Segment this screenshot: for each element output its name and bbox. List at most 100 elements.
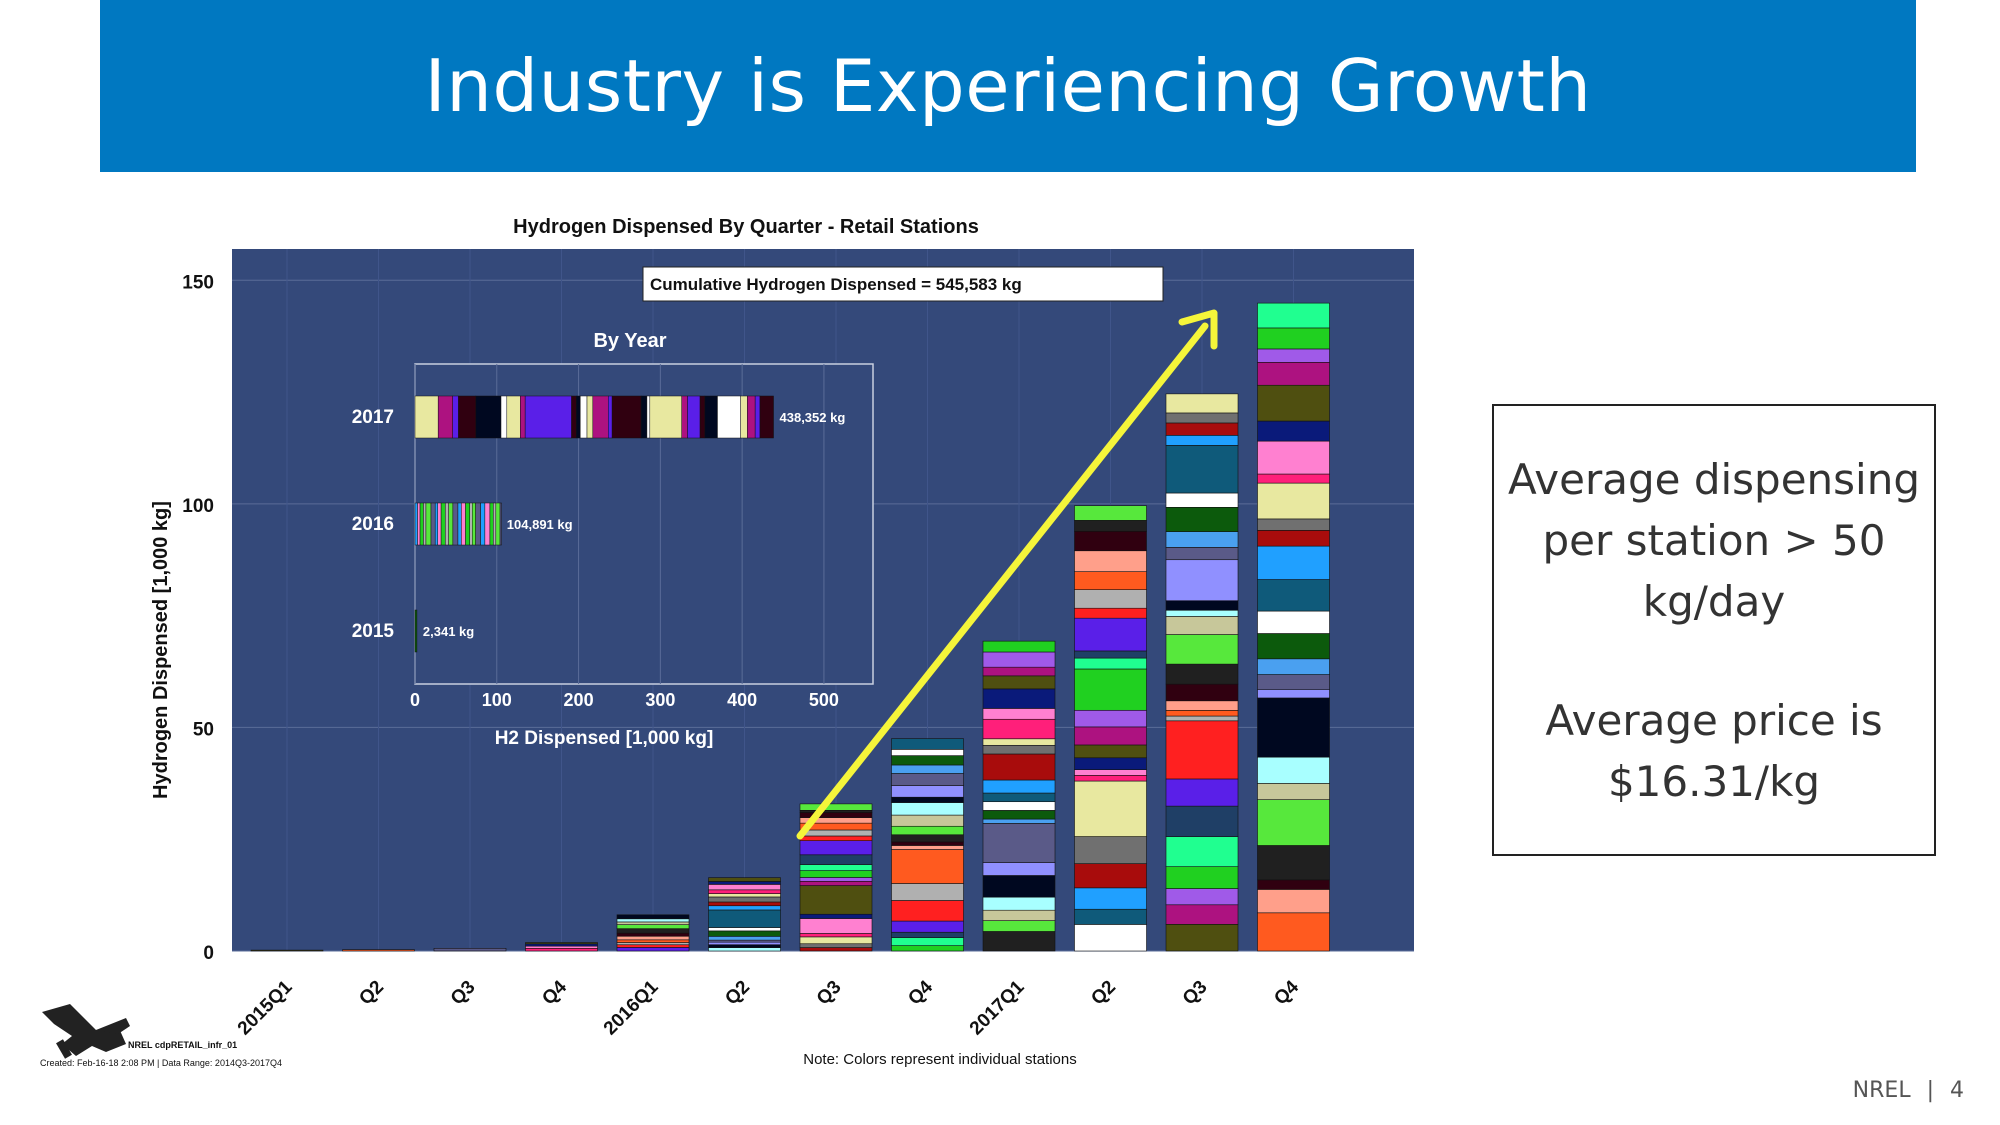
inset-bar-segment bbox=[500, 395, 508, 439]
inset-bar-segment bbox=[414, 395, 439, 439]
bar-segment bbox=[1074, 668, 1147, 711]
bar-segment bbox=[1074, 769, 1147, 776]
bar-segment bbox=[982, 718, 1056, 740]
y-axis: 0 50 100 150 bbox=[182, 272, 214, 964]
chart-title: Hydrogen Dispensed By Quarter - Retail S… bbox=[513, 216, 979, 238]
inset-bar-segment bbox=[586, 395, 594, 439]
bar-segment bbox=[799, 943, 873, 948]
bar-segment bbox=[708, 930, 781, 937]
bar-segment bbox=[891, 785, 964, 798]
bar-segment bbox=[708, 936, 781, 941]
bar-segment bbox=[1165, 609, 1239, 617]
bar-segment bbox=[1257, 518, 1330, 531]
inset-bar-segment bbox=[495, 502, 501, 546]
bar-segment bbox=[1257, 689, 1330, 699]
bar-segment bbox=[1257, 473, 1330, 484]
bar-segment bbox=[1074, 887, 1147, 910]
x-tick-label: Q3 bbox=[447, 977, 480, 1010]
slide-title: Industry is Experiencing Growth bbox=[424, 44, 1592, 128]
bar-stacks bbox=[250, 302, 1330, 952]
inset-bar-segment bbox=[611, 395, 642, 439]
inset-bar-segment bbox=[499, 502, 502, 546]
inset-bar-segment bbox=[576, 395, 581, 439]
bar-segment bbox=[1074, 836, 1147, 864]
bar-segment bbox=[1074, 709, 1147, 728]
bar-segment bbox=[799, 947, 873, 952]
bar-segment bbox=[1257, 384, 1330, 422]
bar-segment bbox=[982, 862, 1056, 876]
bar-segment bbox=[1165, 866, 1239, 889]
bar-segment bbox=[1165, 393, 1239, 414]
y-tick-label: 50 bbox=[193, 719, 214, 740]
inset-bar-segment bbox=[469, 502, 473, 546]
bar-segment bbox=[1257, 783, 1330, 800]
bar-segment bbox=[616, 924, 690, 929]
bar-segment bbox=[708, 939, 781, 943]
inset-bar-segment bbox=[747, 395, 756, 439]
bar-segment bbox=[891, 931, 964, 938]
bar-segment bbox=[982, 779, 1056, 794]
bar-segment bbox=[708, 881, 781, 885]
bar-segment bbox=[1165, 805, 1239, 837]
bar-segment bbox=[616, 918, 690, 923]
bar-segment bbox=[891, 849, 964, 884]
bar-segment bbox=[1074, 780, 1147, 837]
bar-segment bbox=[1165, 559, 1239, 602]
bar-segment bbox=[799, 840, 873, 856]
bar-segment bbox=[1257, 799, 1330, 846]
bar-segment bbox=[616, 928, 690, 934]
inset-bar-segment bbox=[423, 502, 427, 546]
bar-segment bbox=[1165, 422, 1239, 436]
bar-segment bbox=[891, 900, 964, 922]
bar-segment bbox=[1165, 924, 1239, 952]
bar-segment bbox=[982, 753, 1056, 781]
bar-segment bbox=[525, 943, 598, 947]
bar-segment bbox=[1074, 726, 1147, 746]
bar-segment bbox=[616, 932, 690, 937]
bar-segment bbox=[1257, 302, 1330, 329]
bar-segment bbox=[616, 942, 690, 946]
inset-x-tick-label: 100 bbox=[482, 690, 512, 710]
bar-segment bbox=[1165, 663, 1239, 685]
bar-segment bbox=[708, 927, 781, 932]
inset-category-label: 2017 bbox=[352, 407, 394, 428]
bar-segment bbox=[1165, 634, 1239, 665]
inset-bar-segment bbox=[489, 502, 494, 546]
inset-bar-segment bbox=[458, 395, 477, 439]
bar-segment bbox=[708, 905, 781, 911]
bar-segment bbox=[982, 931, 1056, 952]
bar-segment bbox=[1074, 589, 1147, 609]
inset-x-tick-label: 400 bbox=[727, 690, 757, 710]
bar-segment bbox=[1257, 420, 1330, 442]
bar-segment bbox=[1165, 531, 1239, 548]
bar-segment bbox=[1257, 889, 1330, 914]
bar-segment bbox=[1074, 530, 1147, 552]
bar-segment bbox=[891, 920, 964, 933]
inset-value-label: 438,352 kg bbox=[780, 410, 846, 425]
bar-segment bbox=[1165, 616, 1239, 635]
inset-bar-segment bbox=[430, 502, 436, 546]
bar-segment bbox=[1165, 600, 1239, 611]
colors-note: Note: Colors represent individual statio… bbox=[803, 1051, 1076, 1068]
x-tick-label: Q2 bbox=[721, 977, 754, 1010]
bar-segment bbox=[982, 810, 1056, 820]
inset-bar-segment bbox=[475, 502, 481, 546]
bar-segment bbox=[982, 651, 1056, 668]
bar-segment bbox=[1257, 482, 1330, 520]
cumulative-label: Cumulative Hydrogen Dispensed = 545,583 … bbox=[650, 275, 1022, 294]
inset-x-tick-label: 0 bbox=[410, 690, 420, 710]
bar-segment bbox=[1257, 440, 1330, 475]
bar-segment bbox=[891, 749, 964, 756]
bar-segment bbox=[799, 918, 873, 934]
bar-segment bbox=[1074, 744, 1147, 759]
bar-segment bbox=[891, 834, 964, 843]
x-tick-label: Q2 bbox=[355, 977, 388, 1010]
bar-segment bbox=[1165, 700, 1239, 711]
inset-bar-segment bbox=[717, 395, 741, 439]
bar-segment bbox=[1074, 863, 1147, 889]
bar-segment bbox=[1165, 506, 1239, 532]
inset-labels: 0 100 200 300 400 500 2017 438,352 kg 2016 104,89… bbox=[352, 407, 846, 710]
fuel-nozzle-icon bbox=[42, 1004, 130, 1059]
inset-bar-segment bbox=[465, 502, 470, 546]
bar-segment bbox=[891, 841, 964, 846]
